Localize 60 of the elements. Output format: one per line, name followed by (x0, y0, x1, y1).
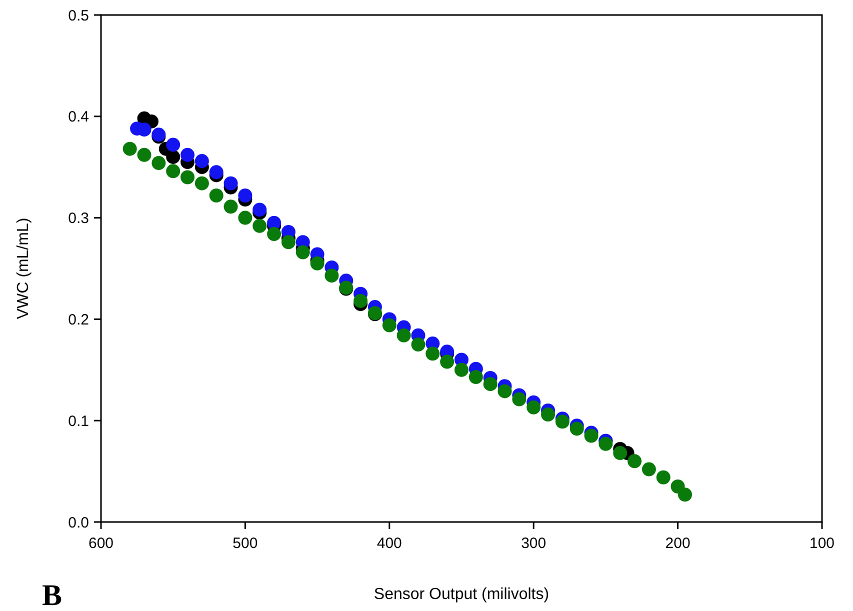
y-tick-label: 0.3 (68, 210, 89, 228)
y-tick-label: 0.2 (68, 311, 89, 328)
point (209, 188, 224, 202)
point (296, 245, 310, 260)
point (512, 392, 526, 406)
point (483, 377, 498, 392)
point (396, 328, 411, 342)
point (166, 138, 180, 152)
point (166, 164, 180, 178)
point (584, 428, 598, 443)
point (613, 446, 628, 460)
y-tick-label: 0.4 (68, 108, 89, 126)
point (426, 346, 440, 361)
point (152, 156, 166, 170)
y-tick-label: 0.5 (68, 7, 89, 24)
point (440, 354, 454, 369)
y-tick-label: 0.1 (68, 412, 89, 430)
text: B (42, 579, 62, 611)
point (238, 188, 252, 202)
point (281, 235, 296, 250)
point (454, 362, 468, 377)
y-axis-title: VWC (mL/mL) (15, 218, 32, 320)
point (224, 200, 238, 214)
point (382, 318, 396, 332)
point (267, 227, 282, 242)
point (468, 370, 483, 384)
point (194, 154, 209, 168)
point (252, 218, 267, 233)
point (252, 202, 267, 217)
point (656, 470, 670, 484)
point (238, 210, 252, 225)
point (180, 170, 195, 184)
point (678, 488, 692, 502)
x-tick-label: 600 (88, 535, 114, 552)
point (122, 142, 137, 156)
point (598, 436, 613, 451)
x-tick-label: 200 (665, 535, 690, 552)
point (180, 148, 195, 162)
point (642, 462, 656, 476)
point (194, 176, 209, 190)
point (354, 294, 368, 308)
point (310, 256, 324, 270)
x-tick-label: 100 (809, 535, 835, 552)
x-axis-title: Sensor Output (milivolts) (374, 586, 550, 603)
point (224, 176, 238, 190)
x-tick-label: 400 (376, 535, 402, 552)
point (166, 150, 180, 164)
point (628, 454, 642, 468)
x-tick-label: 300 (521, 535, 546, 552)
x-tick-label: 500 (232, 535, 258, 552)
point (498, 384, 512, 398)
point (555, 414, 570, 429)
y-tick-label: 0.0 (68, 514, 89, 532)
point (137, 148, 152, 162)
point (541, 408, 556, 422)
point (526, 400, 541, 414)
point (570, 422, 584, 436)
point (324, 268, 339, 283)
point (411, 338, 426, 352)
point (209, 165, 224, 180)
